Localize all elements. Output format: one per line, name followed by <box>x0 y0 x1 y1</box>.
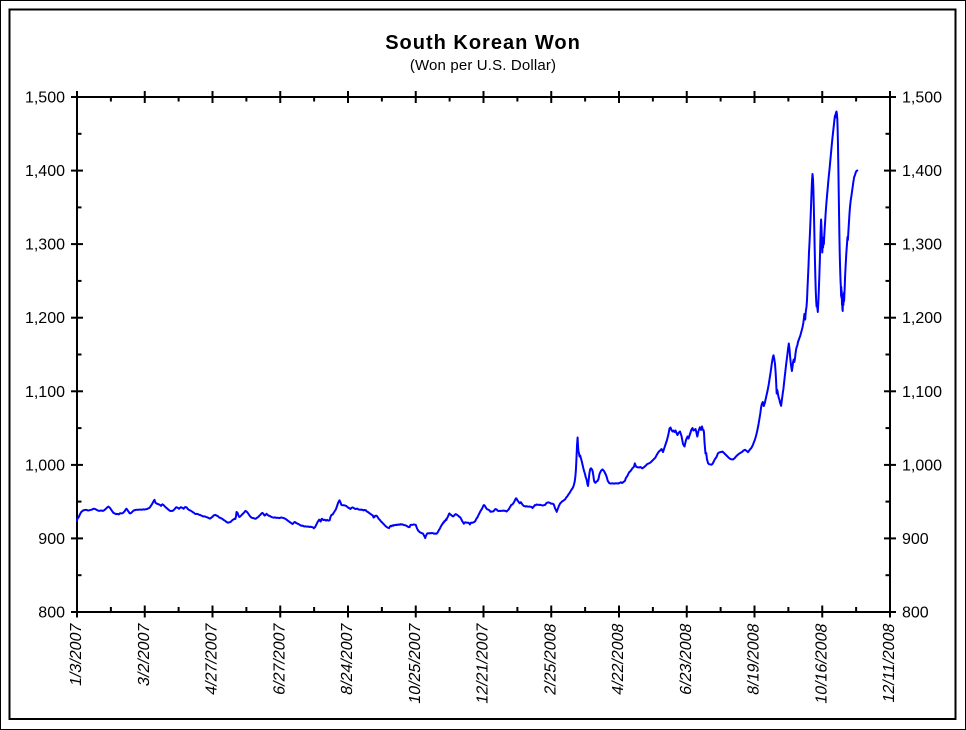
svg-text:1,300: 1,300 <box>25 237 65 254</box>
svg-text:6/23/2008: 6/23/2008 <box>677 622 695 697</box>
svg-text:6/27/2007: 6/27/2007 <box>270 622 288 697</box>
svg-text:900: 900 <box>38 531 65 548</box>
svg-text:8/19/2008: 8/19/2008 <box>745 622 763 697</box>
svg-text:4/22/2008: 4/22/2008 <box>609 622 627 697</box>
svg-text:1,000: 1,000 <box>25 457 65 474</box>
svg-text:12/11/2008: 12/11/2008 <box>880 622 898 704</box>
svg-text:10/25/2007: 10/25/2007 <box>406 622 424 706</box>
svg-text:10/16/2008: 10/16/2008 <box>812 622 830 706</box>
svg-text:1/3/2007: 1/3/2007 <box>67 622 85 688</box>
svg-text:1,400: 1,400 <box>25 163 65 180</box>
svg-text:(Won per U.S. Dollar): (Won per U.S. Dollar) <box>410 57 556 74</box>
svg-text:1,100: 1,100 <box>902 384 942 401</box>
svg-text:800: 800 <box>38 605 65 622</box>
svg-text:1,400: 1,400 <box>902 163 942 180</box>
svg-text:4/27/2007: 4/27/2007 <box>203 622 221 697</box>
svg-text:800: 800 <box>902 605 929 622</box>
svg-text:1,300: 1,300 <box>902 237 942 254</box>
svg-text:1,500: 1,500 <box>902 90 942 107</box>
svg-text:South Korean Won: South Korean Won <box>385 32 581 54</box>
svg-text:1,500: 1,500 <box>25 90 65 107</box>
svg-text:2/25/2008: 2/25/2008 <box>541 622 559 697</box>
svg-text:900: 900 <box>902 531 929 548</box>
svg-text:1,200: 1,200 <box>25 310 65 327</box>
svg-text:8/24/2007: 8/24/2007 <box>338 622 356 697</box>
svg-text:1,200: 1,200 <box>902 310 942 327</box>
svg-text:1,100: 1,100 <box>25 384 65 401</box>
svg-text:1,000: 1,000 <box>902 457 942 474</box>
svg-text:12/21/2007: 12/21/2007 <box>474 622 492 706</box>
svg-text:3/2/2007: 3/2/2007 <box>135 622 153 688</box>
